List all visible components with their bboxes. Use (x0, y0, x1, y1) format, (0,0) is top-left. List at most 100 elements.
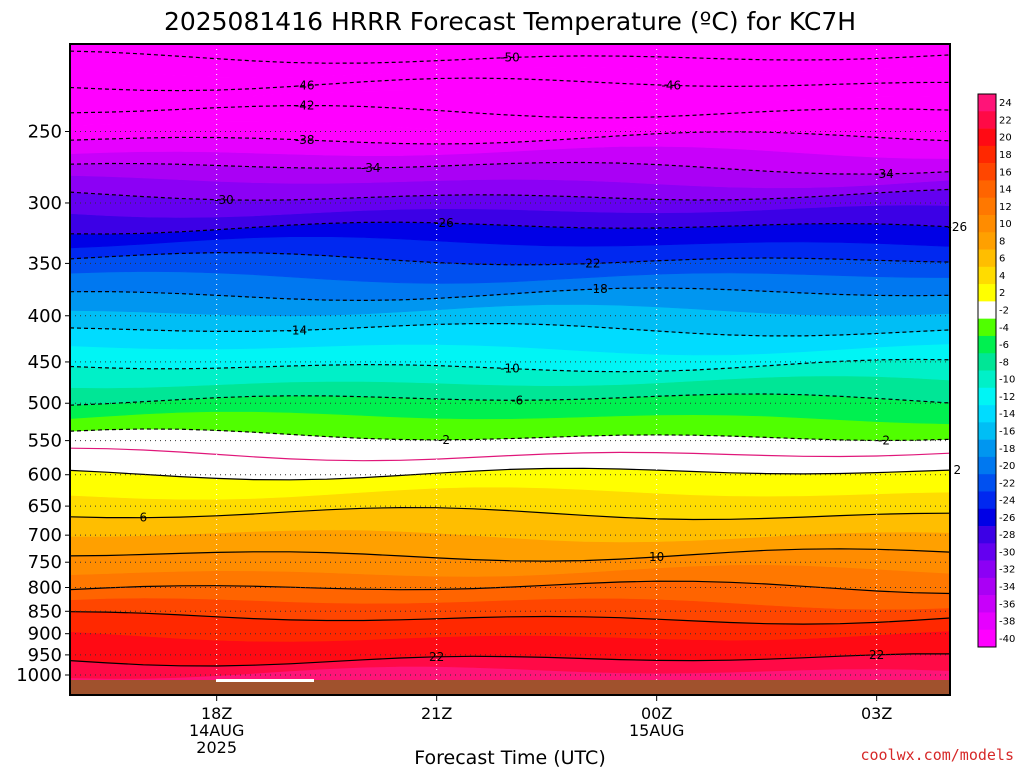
isotherm-line (70, 506, 950, 521)
contour-label: -34 (361, 161, 381, 175)
y-tick-label: 700 (28, 525, 62, 546)
colorbar-frame (977, 93, 997, 648)
contour-label: 22 (869, 648, 884, 662)
contour-labels: -50-50-46-46-42-38-34-34-30-26-26-22-22-… (140, 51, 968, 664)
x-tick-label: 15AUG (629, 721, 684, 740)
colorbar-cell (978, 232, 996, 250)
colorbar-tick-label: 6 (999, 254, 1005, 265)
y-tick-label: 500 (28, 393, 62, 414)
contour-label: -26 (948, 220, 968, 234)
colorbar-tick-label: 12 (999, 202, 1012, 213)
colorbar-tick-label: -16 (999, 426, 1015, 437)
colorbar-cell (978, 266, 996, 285)
colorbar-tick-label: -22 (999, 478, 1015, 489)
colorbar-tick-label: -14 (999, 409, 1015, 420)
contour-label: -46 (662, 78, 682, 92)
x-axis-label: Forecast Time (UTC) (414, 747, 605, 768)
surface-marker (216, 679, 314, 682)
y-tick-label: 1000 (16, 665, 62, 686)
colorbar-tick-label: -10 (999, 375, 1015, 386)
colorbar-cell (978, 387, 996, 406)
colorbar-cell (978, 180, 996, 198)
colorbar-cell (978, 422, 996, 440)
colorbar-tick-label: 20 (999, 133, 1012, 144)
contour-label: -42 (295, 98, 315, 112)
colorbar-tick-label: -34 (999, 582, 1015, 593)
colorbar-tick-label: -28 (999, 530, 1015, 541)
colorbar-cell (978, 111, 996, 129)
colorbar-tick-label: -36 (999, 599, 1015, 610)
contour-label: -2 (878, 434, 890, 448)
colorbar-tick-label: 24 (999, 98, 1012, 109)
isotherm-line (70, 653, 950, 667)
contour-label: -18 (588, 282, 608, 296)
colorbar-cell (978, 197, 996, 216)
colorbar-tick-label: -6 (999, 340, 1009, 351)
x-tick-label: 03Z (861, 704, 892, 723)
colorbar-tick-label: 4 (999, 271, 1005, 282)
colorbar-tick-label: 2 (999, 288, 1005, 299)
time-axis: 18Z14AUG202521Z00Z15AUG03Z06Z09Z (189, 695, 892, 757)
y-tick-label: 400 (28, 306, 62, 327)
colorbar-cell (978, 214, 996, 233)
contour-label: -26 (434, 216, 454, 230)
credit-text: coolwx.com/models (860, 746, 1014, 764)
contour-label: 6 (140, 511, 148, 525)
colorbar-tick-label: -4 (999, 323, 1009, 334)
colorbar-cell (978, 629, 996, 648)
colorbar-tick-label: 16 (999, 167, 1012, 178)
x-tick-label: 2025 (196, 738, 237, 757)
colorbar-cell (978, 318, 996, 337)
colorbar-cell (978, 612, 996, 631)
contour-label: 2 (954, 463, 962, 477)
contour-label: -46 (295, 79, 315, 93)
chart-title: 2025081416 HRRR Forecast Temperature (ºC… (164, 7, 856, 36)
colorbar-cell (978, 335, 996, 354)
colorbar-cell (978, 405, 996, 423)
colorbar-tick-label: 18 (999, 150, 1012, 161)
y-tick-label: 850 (28, 601, 62, 622)
colorbar-tick-label: -8 (999, 357, 1009, 368)
colorbar-tick-label: -2 (999, 306, 1009, 317)
y-tick-label: 450 (28, 352, 62, 373)
contour-label: -6 (511, 393, 523, 407)
colorbar-cell (978, 353, 996, 371)
y-tick-label: 600 (28, 465, 62, 486)
contour-label: -22 (581, 257, 601, 271)
y-tick-label: 250 (28, 121, 62, 142)
x-tick-label: 14AUG (189, 721, 244, 740)
colorbar-cell (978, 508, 996, 527)
colorbar-cell (978, 128, 996, 147)
colorbar-cell (978, 560, 996, 579)
colorbar-cell (978, 456, 996, 475)
x-tick-label: 18Z (201, 704, 232, 723)
y-tick-label: 950 (28, 645, 62, 666)
contour-label: 22 (429, 650, 444, 664)
colorbar-cell (978, 491, 996, 510)
colorbar-tick-label: -32 (999, 565, 1015, 576)
contour-label: -2 (438, 433, 450, 447)
colorbar-tick-label: -40 (999, 634, 1015, 645)
colorbar-tick-label: -24 (999, 496, 1015, 507)
colorbar-cell (978, 94, 996, 112)
contour-label: -38 (295, 133, 315, 147)
colorbar-tick-label: 10 (999, 219, 1012, 230)
contour-label: -10 (500, 362, 520, 376)
isotherm-line (70, 548, 950, 562)
contour-label: -30 (214, 193, 234, 207)
colorbar-tick-label: -12 (999, 392, 1015, 403)
contour-label: -14 (288, 323, 308, 337)
y-tick-label: 350 (28, 253, 62, 274)
contour-label: 10 (649, 550, 664, 564)
colorbar-legend: 24 22 20 18 16 14 12 10 8 6 4 2 -2 -4 -6 -8 -10 -12 -14 -16… (977, 93, 1015, 648)
pressure-axis: 2503003504004505005506006507007508008509… (16, 121, 70, 686)
colorbar-tick-label: -38 (999, 617, 1015, 628)
y-tick-label: 650 (28, 496, 62, 517)
colorbar-cell (978, 543, 996, 561)
grid-lines (70, 44, 950, 680)
temperature-band (289, 44, 950, 50)
colorbar-cell (978, 439, 996, 458)
colorbar-cell (978, 474, 996, 492)
colorbar-cell (978, 163, 996, 181)
